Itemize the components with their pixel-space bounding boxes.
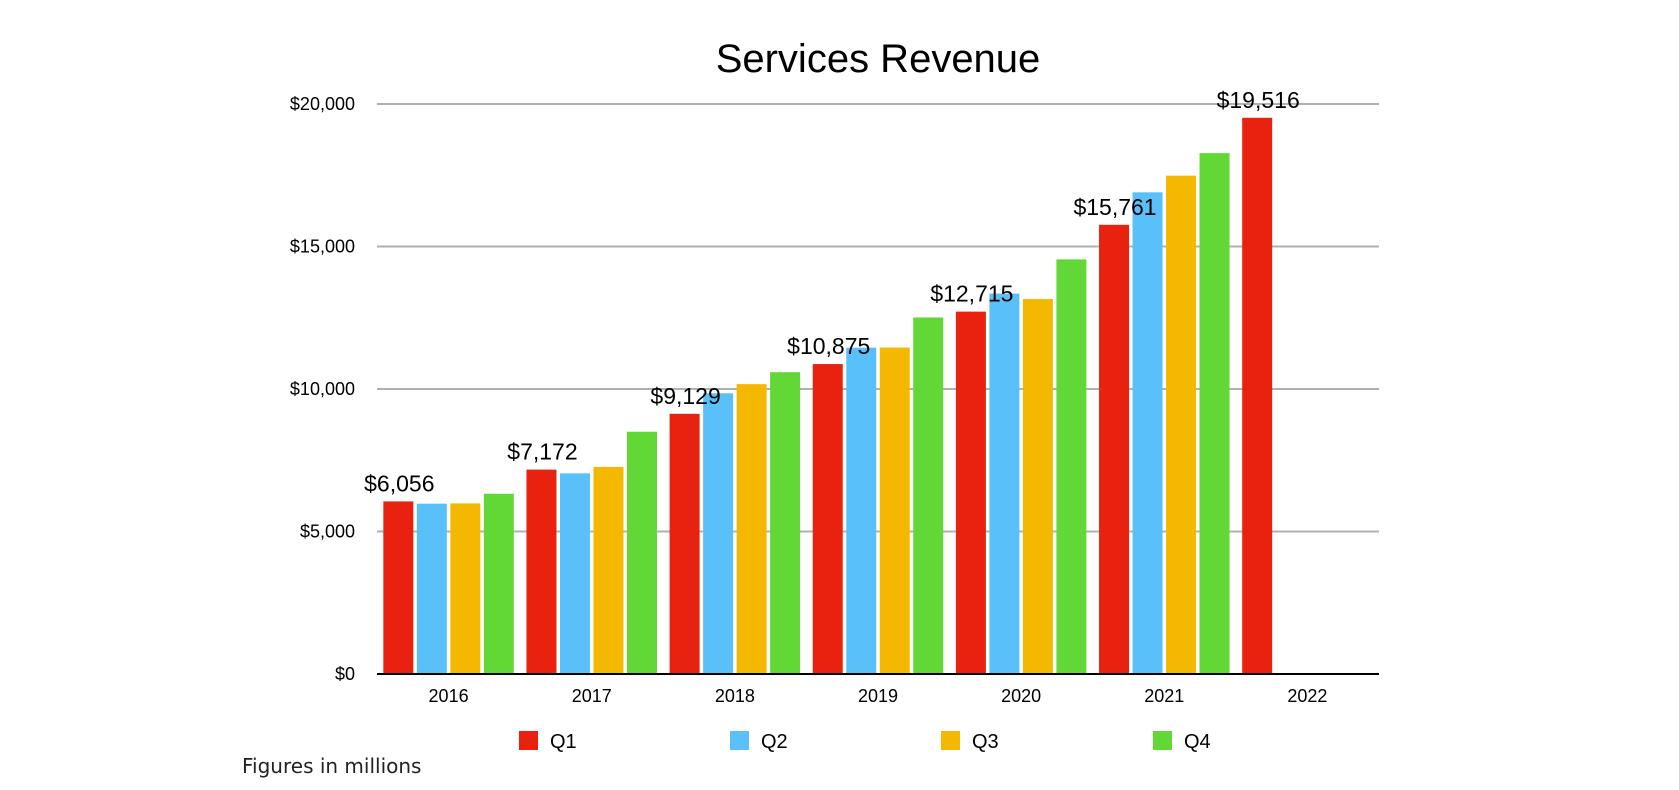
data-label: $19,516 bbox=[1217, 87, 1300, 113]
bar-q2-2021 bbox=[1132, 192, 1163, 674]
legend-item-q4: Q4 bbox=[1153, 731, 1211, 753]
y-tick-label: $15,000 bbox=[290, 237, 355, 257]
legend-label: Q2 bbox=[761, 731, 788, 753]
bar-q3-2019 bbox=[879, 347, 910, 674]
legend-label: Q1 bbox=[550, 731, 577, 753]
x-tick-label: 2022 bbox=[1287, 686, 1327, 706]
bar-q1-2019 bbox=[812, 364, 843, 674]
bar-q2-2016 bbox=[416, 503, 447, 674]
x-tick-label: 2019 bbox=[858, 686, 898, 706]
legend-swatch bbox=[519, 731, 538, 750]
bar-q2-2019 bbox=[846, 347, 877, 674]
x-tick-label: 2016 bbox=[429, 686, 469, 706]
data-labels: $6,056 $7,172 $9,129 $10,875 $12,715 $15,761 $… bbox=[364, 87, 1300, 497]
legend-swatch bbox=[730, 731, 749, 750]
bar-q3-2021 bbox=[1166, 175, 1197, 675]
x-tick-label: 2017 bbox=[572, 686, 612, 706]
bar-q4-2019 bbox=[913, 317, 944, 674]
bar-q4-2020 bbox=[1056, 259, 1087, 674]
bar-q4-2017 bbox=[626, 431, 657, 674]
bar-q2-2017 bbox=[559, 473, 590, 674]
bars bbox=[383, 117, 1273, 675]
bar-q4-2018 bbox=[770, 372, 801, 674]
x-axis-ticks: 2016 2017 2018 2019 2020 2021 2022 bbox=[429, 686, 1328, 706]
data-label: $9,129 bbox=[650, 383, 720, 409]
footnote: Figures in millions bbox=[242, 754, 422, 778]
bar-q3-2020 bbox=[1022, 299, 1053, 674]
x-tick-label: 2021 bbox=[1144, 686, 1184, 706]
legend-item-q2: Q2 bbox=[730, 731, 788, 753]
y-tick-label: $0 bbox=[335, 664, 355, 684]
x-tick-label: 2020 bbox=[1001, 686, 1041, 706]
bar-q1-2020 bbox=[955, 311, 986, 674]
legend-swatch bbox=[1153, 731, 1172, 750]
bar-q3-2016 bbox=[450, 503, 481, 674]
legend: Q1 Q2 Q3 Q4 bbox=[519, 731, 1211, 753]
bar-q1-2017 bbox=[526, 469, 557, 674]
y-tick-label: $20,000 bbox=[290, 94, 355, 114]
bar-q2-2018 bbox=[703, 393, 734, 674]
bar-q3-2017 bbox=[593, 466, 624, 674]
bar-q2-2020 bbox=[989, 293, 1020, 674]
legend-label: Q3 bbox=[972, 731, 999, 753]
legend-label: Q4 bbox=[1184, 731, 1211, 753]
y-tick-label: $10,000 bbox=[290, 379, 355, 399]
bar-q1-2022 bbox=[1242, 117, 1273, 674]
bar-q1-2018 bbox=[669, 413, 700, 674]
bar-q1-2016 bbox=[383, 501, 414, 674]
chart-title: Services Revenue bbox=[716, 37, 1041, 81]
bar-q3-2018 bbox=[736, 384, 767, 674]
legend-item-q1: Q1 bbox=[519, 731, 577, 753]
data-label: $10,875 bbox=[787, 333, 870, 359]
legend-swatch bbox=[941, 731, 960, 750]
bar-q1-2021 bbox=[1099, 224, 1130, 674]
data-label: $15,761 bbox=[1073, 194, 1156, 220]
data-label: $7,172 bbox=[507, 439, 577, 465]
bar-q4-2021 bbox=[1199, 153, 1230, 675]
y-axis-ticks: $0 $5,000 $10,000 $15,000 $20,000 bbox=[290, 94, 355, 684]
y-tick-label: $5,000 bbox=[300, 522, 355, 542]
x-tick-label: 2018 bbox=[715, 686, 755, 706]
data-label: $12,715 bbox=[930, 281, 1013, 307]
data-label: $6,056 bbox=[364, 470, 434, 496]
bar-q4-2016 bbox=[483, 493, 514, 674]
legend-item-q3: Q3 bbox=[941, 731, 999, 753]
